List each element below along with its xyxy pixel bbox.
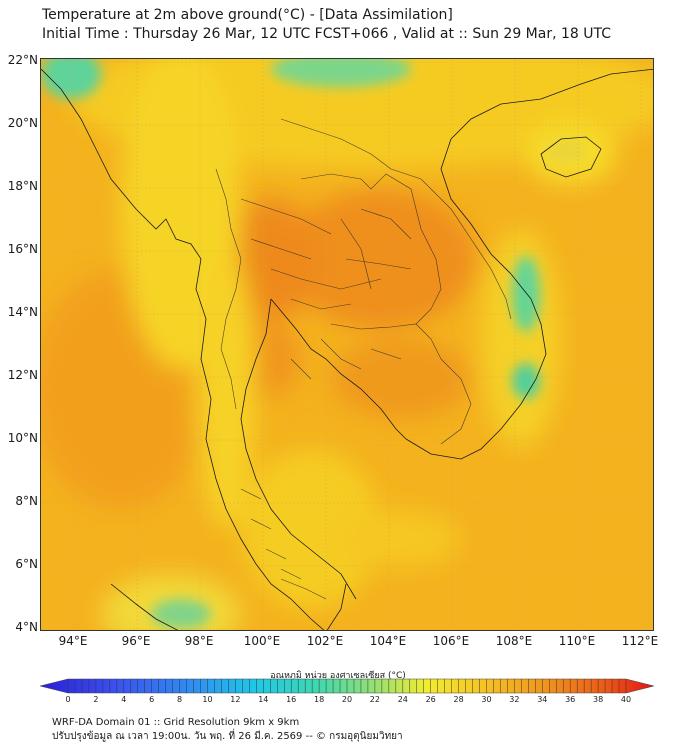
colorbar <box>40 678 654 694</box>
province-lines-3 <box>240 488 302 580</box>
colorbar-tick-label: 0 <box>65 695 71 704</box>
coast-vietnam-south <box>405 353 547 460</box>
colorbar-title: อุณหภูมิ หน่วย องศาเซลเซียส (°C) <box>270 671 406 681</box>
footer-update-info: ปรับปรุงข้อมูล ณ เวลา 19:00น. วัน พฤ. ที… <box>52 731 403 742</box>
lat-label: 10°N <box>7 431 38 445</box>
lon-label: 108°E <box>495 634 533 648</box>
lat-label: 12°N <box>7 368 38 382</box>
temperature-map[interactable] <box>40 58 654 631</box>
map-canvas <box>41 59 653 630</box>
colorbar-tick-label: 22 <box>369 695 380 704</box>
province-lines-2 <box>290 208 412 380</box>
lon-label: 94°E <box>58 634 88 648</box>
lat-label: 22°N <box>7 53 38 67</box>
lat-label: 4°N <box>15 620 38 634</box>
border-malay-thai <box>280 578 327 600</box>
colorbar-tick-label: 40 <box>620 695 632 704</box>
footer-model-info: WRF-DA Domain 01 :: Grid Resolution 9km … <box>52 717 300 728</box>
field-green-sumatra <box>151 599 211 629</box>
coast-gulf-head <box>270 298 407 440</box>
field-yellow-ridge <box>196 249 256 529</box>
lon-label: 112°E <box>621 634 659 648</box>
internal-borders <box>215 118 512 600</box>
border-thai-cambodia <box>330 323 442 360</box>
lat-label: 8°N <box>15 494 38 508</box>
map-borders <box>41 68 653 630</box>
colorbar-tick-label: 20 <box>341 695 353 704</box>
border-laos-vietnam <box>390 168 512 320</box>
lat-label: 14°N <box>7 305 38 319</box>
coast-sumatra <box>110 583 179 630</box>
colorbar-tick-label: 18 <box>314 695 325 704</box>
lon-label: 100°E <box>243 634 281 648</box>
lat-label: 18°N <box>7 179 38 193</box>
field-yellow-vietnam <box>481 229 561 449</box>
field-green-n <box>271 59 411 87</box>
field-green-highland <box>512 363 540 399</box>
field-green-nw <box>41 59 101 99</box>
colorbar-tick-label: 30 <box>481 695 492 704</box>
lon-label: 106°E <box>432 634 470 648</box>
colorbar-tick-label: 34 <box>537 695 548 704</box>
chart-title: Temperature at 2m above ground(°C) - [Da… <box>42 7 453 23</box>
colorbar-tick-label: 16 <box>286 695 297 704</box>
colorbar-tick-label: 24 <box>397 695 408 704</box>
lat-label: 16°N <box>7 242 38 256</box>
lon-label: 98°E <box>184 634 214 648</box>
field-green-hainan <box>546 139 586 163</box>
colorbar-tick-label: 26 <box>425 695 436 704</box>
field-hot-cambodia <box>331 339 471 419</box>
colorbar-tick-label: 8 <box>177 695 183 704</box>
coast-hainan <box>540 136 602 178</box>
lon-label: 104°E <box>369 634 407 648</box>
coast-gulf-west <box>240 298 357 600</box>
coast-malay-east <box>326 583 347 630</box>
lon-label: 102°E <box>306 634 344 648</box>
lon-label: 110°E <box>558 634 596 648</box>
field-yellow-peninsula <box>241 449 381 609</box>
map-grid <box>41 59 653 630</box>
colorbar-tick-label: 10 <box>202 695 213 704</box>
border-laos-north <box>280 118 392 170</box>
colorbar-tick-label: 2 <box>93 695 99 704</box>
lat-label: 20°N <box>7 116 38 130</box>
colorbar-tick-label: 6 <box>149 695 155 704</box>
coast-vietnam-east <box>440 68 653 355</box>
border-thai-myanmar <box>215 168 242 410</box>
lon-label: 96°E <box>121 634 151 648</box>
coast-west <box>41 68 325 630</box>
field-hot-isaan <box>286 189 476 329</box>
colorbar-tick-label: 12 <box>230 695 241 704</box>
chart-subtitle: Initial Time : Thursday 26 Mar, 12 UTC F… <box>42 26 612 42</box>
field-yellow-seaS <box>341 509 461 569</box>
border-cambodia-vietnam <box>440 358 472 445</box>
colorbar-tick-label: 4 <box>121 695 127 704</box>
colorbar-tick-label: 36 <box>565 695 576 704</box>
border-mekong <box>300 173 442 325</box>
province-lines-1 <box>240 198 382 310</box>
colorbar-tick-label: 28 <box>453 695 464 704</box>
colorbar-tick-label: 32 <box>509 695 520 704</box>
colorbar-tick-label: 14 <box>258 695 269 704</box>
field-green-annamite <box>512 256 540 332</box>
colorbar-tick-label: 38 <box>593 695 604 704</box>
lat-label: 6°N <box>15 557 38 571</box>
